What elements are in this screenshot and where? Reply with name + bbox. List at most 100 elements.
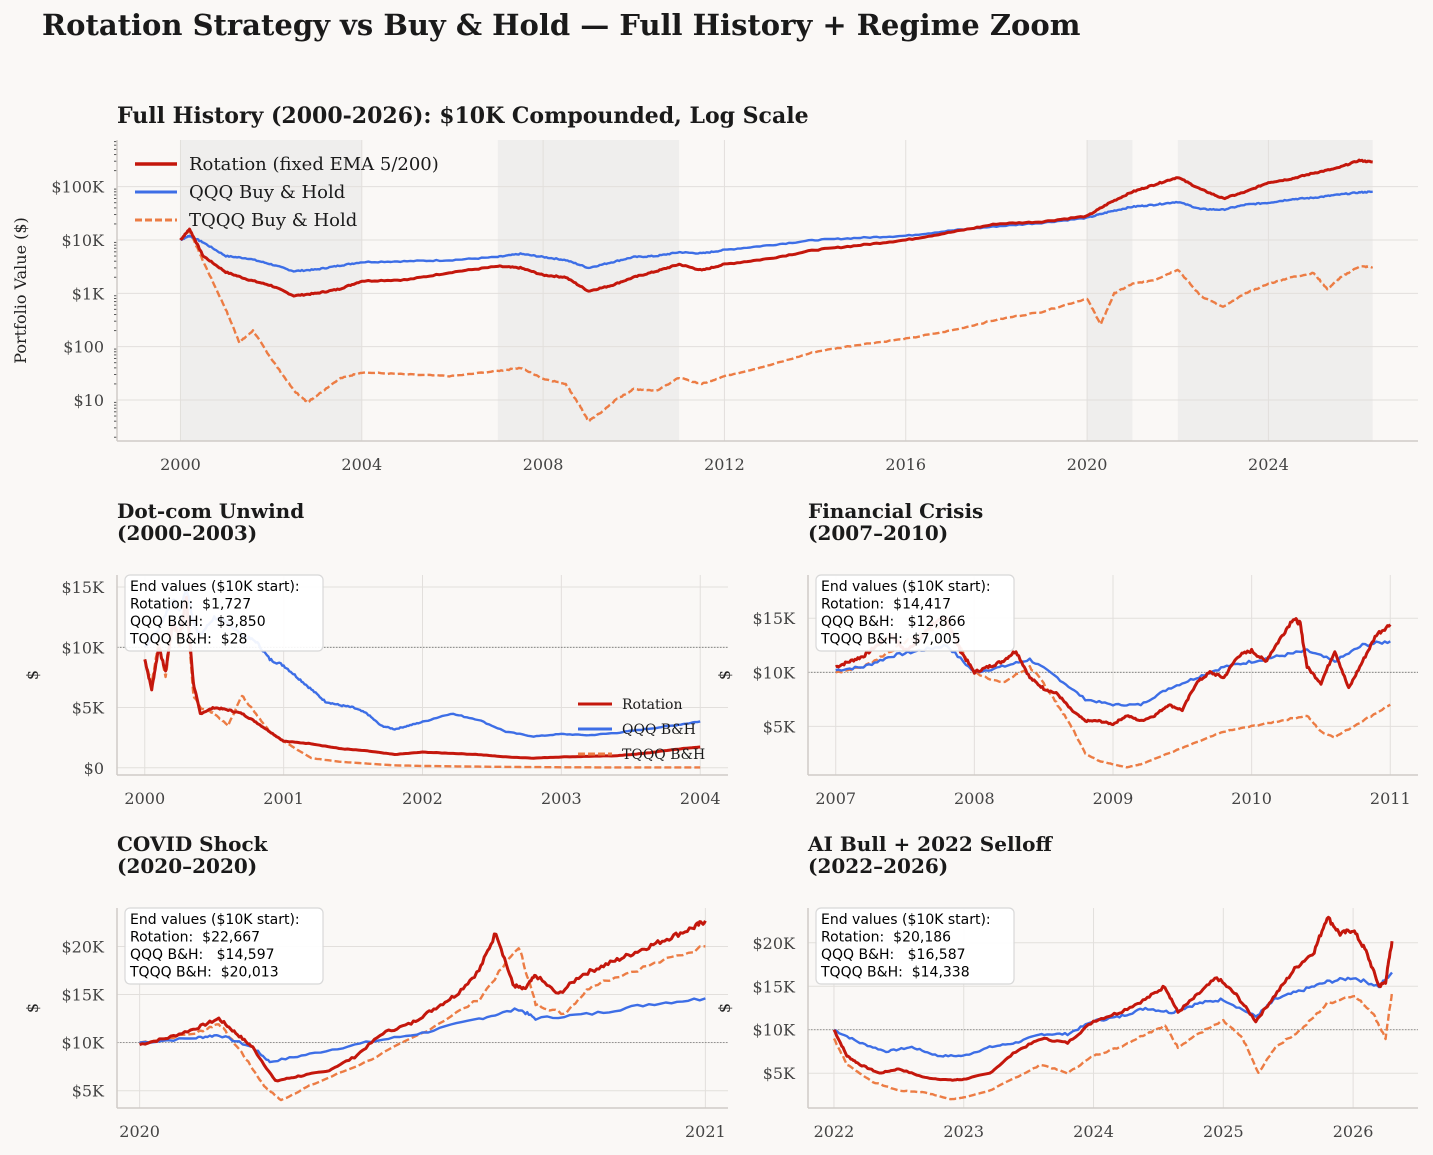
legend-label-tqqq: TQQQ Buy & Hold: [189, 210, 357, 231]
x-tick-label: 2016: [885, 455, 926, 474]
y-tick-label: $15K: [753, 977, 797, 996]
x-tick-label: 2020: [1067, 455, 1108, 474]
x-tick-label: 2008: [523, 455, 564, 474]
chart-title: Full History (2000-2026): $10K Compounde…: [117, 103, 809, 129]
x-tick-label: 2010: [1231, 789, 1272, 808]
x-tick-label: 2026: [1333, 1122, 1374, 1141]
y-tick-label: $10: [73, 391, 104, 410]
series-line-qqq: [833, 971, 1393, 1058]
y-tick-label: $100: [63, 338, 104, 357]
y-axis-label: $: [715, 670, 734, 680]
chart-gfc: 2007 2008 2009 2010 2011 $5K $10K $15K $ Financia…: [715, 499, 1418, 808]
end-value-line: Rotation: $20,186: [821, 930, 951, 946]
x-tick-label: 2024: [1073, 1122, 1114, 1141]
series-line-tqqq: [179, 229, 1374, 423]
series-line-qqq: [179, 190, 1373, 273]
end-value-line: Rotation: $14,417: [821, 597, 951, 613]
y-tick-label: $0: [84, 759, 104, 778]
x-tick-label: 2000: [160, 455, 201, 474]
end-value-line: QQQ B&H: $14,597: [130, 947, 275, 963]
end-value-line: QQQ B&H: $12,866: [821, 614, 966, 630]
end-values-header: End values ($10K start):: [130, 579, 300, 595]
chart-title: Financial Crisis: [808, 499, 983, 523]
figure-title: Rotation Strategy vs Buy & Hold — Full H…: [42, 8, 1081, 42]
chart-title: (2000–2003): [117, 521, 257, 545]
y-tick-label: $10K: [62, 1034, 106, 1053]
legend-label-rotation: Rotation (fixed EMA 5/200): [189, 154, 439, 175]
legend-label-tqqq: TQQQ B&H: [622, 747, 705, 763]
end-value-line: TQQQ B&H: $14,338: [820, 965, 970, 981]
x-tick-label: 2023: [943, 1122, 984, 1141]
x-tick-label: 2020: [119, 1122, 160, 1141]
chart-full: 2000 2004 2008 2012 2016 2020 2024 $10 $100 $1K $1…: [11, 103, 1418, 474]
y-axis-label: Portfolio Value ($): [11, 217, 30, 364]
y-tick-label: $10K: [753, 663, 797, 682]
legend-label-qqq: QQQ Buy & Hold: [189, 182, 345, 203]
y-tick-label: $100K: [51, 178, 105, 197]
chart-dotcom: 2000 2001 2002 2003 2004 $0 $5K $10K $15K $ Dot-co…: [23, 499, 728, 808]
y-tick-label: $15K: [753, 609, 797, 628]
x-tick-label: 2022: [814, 1122, 855, 1141]
x-tick-label: 2008: [954, 789, 995, 808]
x-tick-label: 2004: [680, 789, 721, 808]
x-tick-label: 2000: [124, 789, 165, 808]
chart-ai: 2022 2023 2024 2025 2026 $5K $10K $15K $20K $ AI B…: [715, 832, 1418, 1141]
y-tick-label: $20K: [753, 934, 797, 953]
legend-label-qqq: QQQ B&H: [622, 722, 696, 738]
end-value-line: QQQ B&H: $16,587: [821, 947, 966, 963]
end-value-line: TQQQ B&H: $7,005: [820, 632, 961, 648]
x-tick-label: 2012: [704, 455, 745, 474]
chart-title: AI Bull + 2022 Selloff: [807, 832, 1053, 856]
x-tick-label: 2007: [815, 789, 856, 808]
series-line-tqqq: [832, 991, 1394, 1101]
series-line-rotation: [832, 915, 1394, 1082]
y-tick-label: $5K: [763, 717, 796, 736]
chart-title: (2020–2020): [117, 854, 257, 878]
y-tick-label: $15K: [62, 578, 106, 597]
chart-title: COVID Shock: [117, 832, 269, 856]
end-values-header: End values ($10K start):: [821, 579, 991, 595]
y-tick-label: $5K: [72, 1082, 105, 1101]
x-tick-label: 2001: [263, 789, 304, 808]
x-tick-label: 2009: [1093, 789, 1134, 808]
end-value-line: Rotation: $1,727: [130, 597, 251, 613]
end-values-box: [124, 907, 324, 985]
series-line-tqqq: [143, 602, 701, 769]
x-tick-label: 2003: [541, 789, 582, 808]
series-line-qqq: [139, 997, 706, 1064]
x-tick-label: 2025: [1203, 1122, 1244, 1141]
x-tick-label: 2011: [1370, 789, 1411, 808]
chart-title: Dot-com Unwind: [117, 499, 304, 523]
chart-title: (2022–2026): [808, 854, 948, 878]
end-values-box: [815, 907, 1015, 985]
y-tick-label: $10K: [753, 1021, 797, 1040]
end-values-box: [124, 574, 324, 652]
end-value-line: TQQQ B&H: $28: [129, 632, 247, 648]
end-values-box: [815, 574, 1015, 652]
x-tick-label: 2004: [341, 455, 382, 474]
y-tick-label: $15K: [62, 986, 106, 1005]
regime-shade: [1177, 140, 1373, 441]
y-axis-label: $: [715, 1003, 734, 1013]
y-tick-label: $10K: [62, 231, 106, 250]
y-axis-label: $: [23, 1003, 42, 1013]
end-value-line: TQQQ B&H: $20,013: [129, 965, 279, 981]
y-tick-label: $10K: [62, 638, 106, 657]
y-tick-label: $1K: [72, 284, 105, 303]
end-values-header: End values ($10K start):: [130, 912, 300, 928]
y-tick-label: $5K: [72, 699, 105, 718]
legend-label-rotation: Rotation: [622, 697, 683, 713]
end-value-line: QQQ B&H: $3,850: [130, 614, 266, 630]
y-tick-label: $5K: [763, 1064, 796, 1083]
chart-covid: 2020 2021 $5K $10K $15K $20K $ COVID Shock(2020…: [23, 832, 728, 1141]
regime-shade: [1087, 140, 1133, 441]
end-value-line: Rotation: $22,667: [130, 930, 260, 946]
x-tick-label: 2002: [402, 789, 443, 808]
chart-title: (2007–2010): [808, 521, 948, 545]
y-tick-label: $20K: [62, 937, 106, 956]
x-tick-label: 2021: [685, 1122, 726, 1141]
end-values-header: End values ($10K start):: [821, 912, 991, 928]
x-tick-label: 2024: [1248, 455, 1289, 474]
series-line-rotation: [139, 920, 707, 1083]
